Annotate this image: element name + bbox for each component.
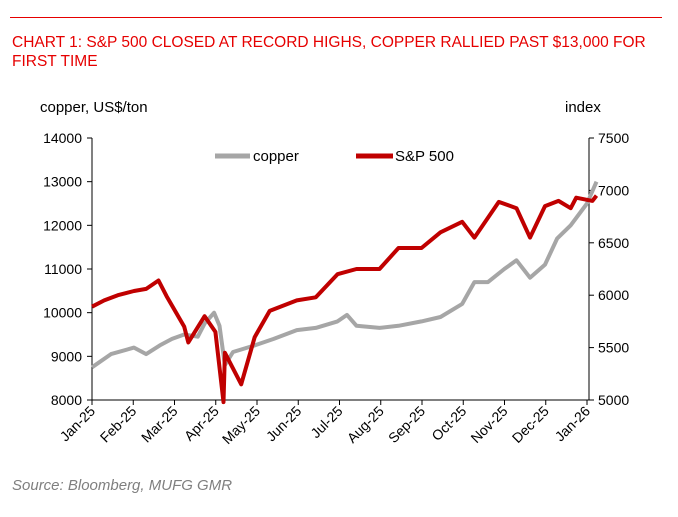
left-tick-label: 14000: [43, 130, 82, 146]
x-tick-label: Aug-25: [344, 403, 387, 446]
x-tick-label: Sep-25: [385, 403, 428, 446]
right-tick-label: 5500: [598, 340, 629, 356]
chart-source: Source: Bloomberg, MUFG GMR: [12, 477, 233, 494]
legend: copper S&P 500: [215, 148, 454, 165]
right-tick-label: 6000: [598, 287, 629, 303]
right-tick-label: 7500: [598, 130, 629, 146]
x-tick-label: May-25: [219, 403, 263, 447]
left-tick-label: 9000: [51, 348, 82, 364]
left-tick-label: 8000: [51, 392, 82, 408]
left-axis-label: copper, US$/ton: [40, 99, 148, 116]
left-tick-label: 13000: [43, 174, 82, 190]
x-tick-label: Dec-25: [509, 403, 552, 446]
right-tick-label: 7000: [598, 182, 629, 198]
x-tick-label: Feb-25: [97, 403, 140, 446]
legend-label-copper: copper: [253, 148, 299, 165]
x-tick-label: Jan-25: [57, 403, 99, 445]
x-tick-label: Jan-26: [552, 403, 594, 445]
x-tick-label: Mar-25: [138, 403, 181, 446]
x-tick-label: Jul-25: [307, 403, 345, 441]
x-tick-label: Jun-25: [263, 403, 305, 445]
x-tick-label: Apr-25: [181, 403, 222, 444]
left-tick-label: 12000: [43, 217, 82, 233]
top-rule: [10, 17, 662, 18]
right-axis-label: index: [565, 99, 601, 116]
chart-title: CHART 1: S&P 500 CLOSED AT RECORD HIGHS,…: [12, 34, 646, 70]
right-tick-label: 5000: [598, 392, 629, 408]
right-tick-label: 6500: [598, 235, 629, 251]
left-tick-label: 10000: [43, 305, 82, 321]
left-tick-label: 11000: [44, 261, 82, 277]
x-tick-label: Nov-25: [467, 403, 510, 446]
legend-label-sp500: S&P 500: [395, 148, 454, 165]
x-tick-label: Oct-25: [428, 403, 469, 444]
series-line-copper: [90, 180, 599, 369]
series-line-sp500: [91, 194, 599, 405]
